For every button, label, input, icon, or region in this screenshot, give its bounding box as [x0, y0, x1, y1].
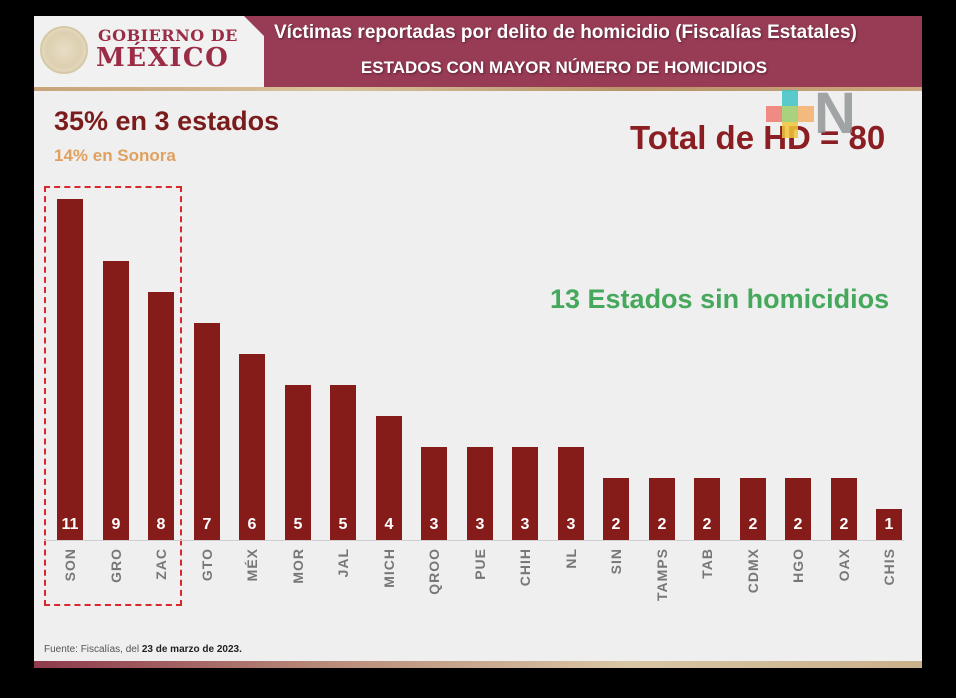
- footer-divider: [34, 661, 922, 668]
- category-label-text: PUE: [472, 548, 488, 580]
- source-footnote: Fuente: Fiscalías, del 23 de marzo de 20…: [44, 644, 242, 655]
- total-label: Total de HD = 80: [630, 119, 886, 156]
- bar-nl: 3: [558, 447, 584, 540]
- headline: 35% en 3 estados: [54, 106, 280, 136]
- bar-oax: 2: [831, 478, 857, 540]
- category-label-text: MOR: [290, 548, 306, 584]
- bar-value-label: 3: [429, 516, 439, 533]
- category-label: GTO: [194, 548, 220, 628]
- category-label: CHIH: [512, 548, 538, 628]
- logo-line1: GOBIERNO DE: [98, 26, 238, 45]
- category-label-text: QROO: [426, 548, 442, 595]
- footnote-date: 23 de marzo de 2023.: [141, 644, 242, 655]
- bar-value-label: 2: [839, 516, 849, 533]
- category-label: TAB: [694, 548, 720, 628]
- page-title: Víctimas reportadas por delito de homici…: [274, 22, 857, 43]
- bar-chis: 1: [876, 509, 902, 540]
- category-label-text: CDMX: [745, 548, 761, 594]
- bar-value-label: 3: [566, 516, 576, 533]
- bar-value-label: 11: [61, 516, 79, 533]
- category-label-text: TAB: [699, 548, 715, 579]
- category-label-text: MÉX: [244, 548, 260, 582]
- bar-méx: 6: [239, 354, 265, 540]
- category-label: CHIS: [876, 548, 902, 628]
- bar-pue: 3: [467, 447, 493, 540]
- header-divider: [34, 87, 922, 91]
- category-label: SIN: [603, 548, 629, 628]
- category-label: QROO: [421, 548, 447, 628]
- bar-value-label: 1: [884, 516, 894, 533]
- government-logo: GOBIERNO DE MÉXICO: [34, 16, 264, 90]
- bar-value-label: 8: [156, 516, 166, 533]
- category-label: SON: [57, 548, 83, 628]
- category-label: JAL: [330, 548, 356, 628]
- category-label-text: TAMPS: [654, 548, 670, 601]
- category-label: MOR: [285, 548, 311, 628]
- category-label: MÉX: [239, 548, 265, 628]
- category-label: GRO: [103, 548, 129, 628]
- footnote-prefix: Fuente: Fiscalías, del: [44, 644, 142, 655]
- category-label: CDMX: [740, 548, 766, 628]
- bar-gto: 7: [194, 323, 220, 540]
- bar-value-label: 7: [202, 516, 212, 533]
- bar-zac: 8: [148, 292, 174, 540]
- bar-mor: 5: [285, 385, 311, 540]
- bar-value-label: 2: [702, 516, 712, 533]
- bar-value-label: 2: [657, 516, 667, 533]
- category-label-text: CHIS: [881, 548, 897, 586]
- bar-chih: 3: [512, 447, 538, 540]
- category-label: NL: [558, 548, 584, 628]
- bar-tamps: 2: [649, 478, 675, 540]
- slide: GOBIERNO DE MÉXICO Víctimas reportadas p…: [34, 16, 922, 668]
- no-homicides-label: 13 Estados sin homicidios: [550, 284, 890, 314]
- bar-chart: 11 SON 9 GRO 8 ZAC 7 GTO 6 MÉX 5 MOR 5 JAL 4 MICH 3 QROO 3…: [34, 16, 922, 668]
- category-label: MICH: [376, 548, 402, 628]
- bar-value-label: 3: [475, 516, 485, 533]
- category-label: HGO: [785, 548, 811, 628]
- category-label-text: ZAC: [153, 548, 169, 580]
- bar-jal: 5: [330, 385, 356, 540]
- bar-value-label: 5: [293, 516, 303, 533]
- bar-value-label: 3: [520, 516, 530, 533]
- bar-sin: 2: [603, 478, 629, 540]
- bar-value-label: 2: [611, 516, 621, 533]
- category-label: OAX: [831, 548, 857, 628]
- bar-cdmx: 2: [740, 478, 766, 540]
- bar-value-label: 2: [748, 516, 758, 533]
- bar-value-label: 9: [111, 516, 121, 533]
- subheadline: 14% en Sonora: [54, 146, 176, 165]
- category-label-text: JAL: [335, 548, 351, 578]
- category-label-text: NL: [563, 548, 579, 569]
- category-label-text: SON: [62, 548, 78, 582]
- category-label-text: CHIH: [517, 548, 533, 587]
- national-seal-icon: [40, 26, 88, 74]
- highlight-box: [44, 186, 182, 606]
- category-label: TAMPS: [649, 548, 675, 628]
- bar-mich: 4: [376, 416, 402, 540]
- watermark-letter: N: [814, 81, 856, 146]
- category-label-text: HGO: [790, 548, 806, 583]
- bar-value-label: 2: [793, 516, 803, 533]
- bar-value-label: 4: [384, 516, 394, 533]
- bar-value-label: 6: [247, 516, 257, 533]
- header-band: GOBIERNO DE MÉXICO Víctimas reportadas p…: [34, 16, 922, 91]
- category-label-text: SIN: [608, 548, 624, 575]
- bar-value-label: 5: [338, 516, 348, 533]
- logo-line2: MÉXICO: [96, 43, 230, 73]
- bar-tab: 2: [694, 478, 720, 540]
- category-label-text: MICH: [381, 548, 397, 588]
- bar-hgo: 2: [785, 478, 811, 540]
- x-axis-line: [44, 540, 904, 541]
- bar-gro: 9: [103, 261, 129, 540]
- category-label-text: OAX: [836, 548, 852, 582]
- bar-son: 11: [57, 199, 83, 540]
- bar-qroo: 3: [421, 447, 447, 540]
- category-label-text: GRO: [108, 548, 124, 583]
- category-label: PUE: [467, 548, 493, 628]
- page-subtitle: ESTADOS CON MAYOR NÚMERO DE HOMICIDIOS: [360, 58, 768, 77]
- category-label: ZAC: [148, 548, 174, 628]
- category-label-text: GTO: [199, 548, 215, 582]
- news-logo-icon: N: [766, 81, 866, 150]
